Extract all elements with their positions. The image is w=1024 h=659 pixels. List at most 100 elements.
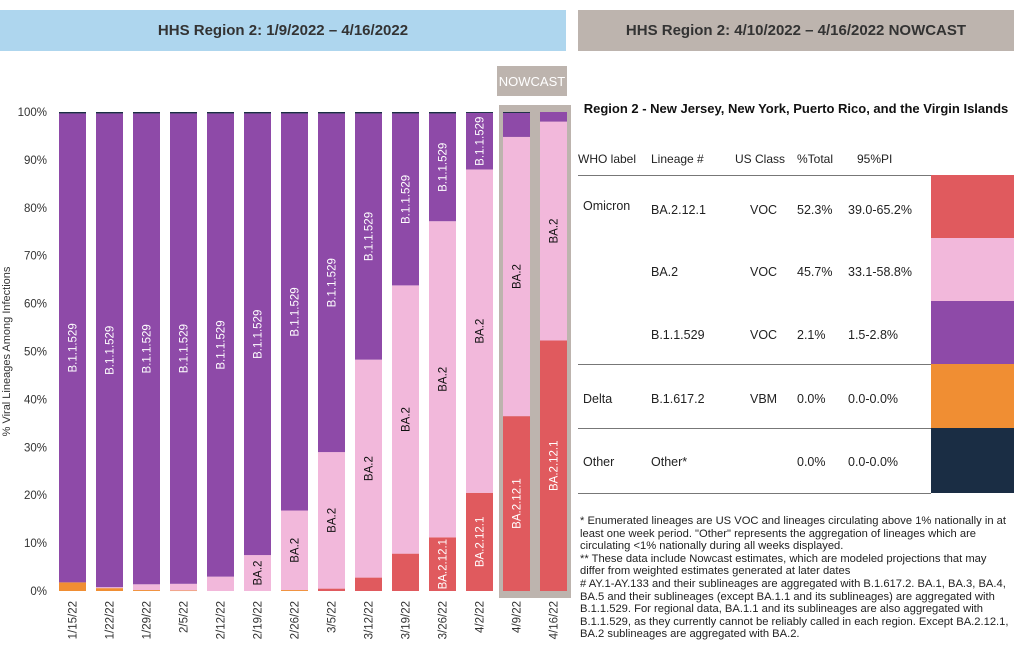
bar-segment-b16172 (59, 582, 86, 591)
x-tick-label: 2/12/22 (216, 601, 228, 639)
col-header-who: WHO label (578, 152, 637, 166)
y-axis-label: % Viral Lineages Among Infections (1, 266, 13, 436)
bar-segment-ba2121 (318, 588, 345, 591)
bar-segment-other (466, 112, 493, 113)
y-tick-label: 90% (24, 155, 47, 167)
x-tick-label: 3/12/22 (364, 601, 376, 639)
total-cell: 52.3% (797, 203, 833, 217)
swatch-b16172 (931, 364, 1014, 428)
x-tick-label: 4/16/22 (549, 601, 561, 639)
pi-cell: 1.5-2.8% (848, 328, 899, 342)
bar-segment-other (503, 112, 530, 113)
bar-segment-ba2 (355, 359, 382, 578)
footnote: ** These data include Nowcast estimates,… (580, 552, 987, 578)
total-cell: 0.0% (797, 392, 826, 406)
lineage-cell: B.1.1.529 (651, 328, 705, 342)
bar-segment-ba2121 (355, 577, 382, 591)
bar-data-label: BA.2 (549, 219, 561, 244)
bar-segment-other (244, 112, 271, 114)
bar-segment-b11529 (503, 112, 530, 137)
col-header-total: %Total (797, 152, 834, 166)
total-cell: 0.0% (797, 455, 826, 469)
footnotes: * Enumerated lineages are US VOC and lin… (580, 515, 1014, 641)
bar-data-label: BA.2 (290, 538, 302, 563)
pi-cell: 39.0-65.2% (848, 203, 912, 217)
bar-data-label: B.1.1.529 (290, 287, 302, 336)
bar-data-label: BA.2 (253, 561, 265, 586)
bar-data-label: B.1.1.529 (401, 175, 413, 224)
y-tick-label: 0% (30, 586, 47, 598)
bar-segment-ba2 (429, 221, 456, 538)
bar-segment-other (59, 112, 86, 114)
bar-segment-b11529 (392, 113, 419, 286)
bar-segment-ba2121 (540, 340, 567, 591)
stacked-bar-chart: 0% 10% 20% 30% 40% 50% 60% 70% 80% 90% 100% % Viral… (1, 105, 571, 639)
bar-data-label: BA.2 (401, 407, 413, 432)
bar-segment-b16172 (133, 590, 160, 591)
bar-segment-b11529 (281, 113, 308, 511)
bar-data-label: BA.2.12.1 (475, 517, 487, 568)
bar-segment-b11529 (318, 113, 345, 453)
x-tick-label: 3/19/22 (401, 601, 413, 639)
x-tick-label: 1/29/22 (142, 601, 154, 639)
table-rule-omicron (578, 364, 931, 365)
class-cell: VOC (750, 203, 778, 217)
bar-segment-ba2 (207, 576, 234, 591)
bar-data-label: B.1.1.529 (142, 324, 154, 373)
lineage-cell: BA.2 (651, 265, 679, 279)
lineage-cell: B.1.617.2 (651, 392, 705, 406)
bar-segment-ba2 (133, 584, 160, 591)
y-tick-label: 20% (24, 490, 47, 502)
bar-segment-b11529 (466, 112, 493, 170)
swatch-ba2121 (931, 175, 1014, 238)
bar-segment-b11529 (244, 113, 271, 556)
footnote: * Enumerated lineages are US VOC and lin… (580, 515, 1006, 553)
col-header-lineage: Lineage # (651, 152, 704, 166)
pi-cell: 0.0-0.0% (848, 455, 899, 469)
y-tick-label: 50% (24, 347, 47, 359)
bar-segment-ba2 (466, 169, 493, 493)
bar-data-label: BA.2 (438, 367, 450, 392)
lineage-cell: Other* (651, 455, 688, 469)
who-label-delta: Delta (583, 392, 613, 406)
pi-cell: 0.0-0.0% (848, 392, 899, 406)
bar-segment-other (392, 112, 419, 114)
who-label-other: Other (583, 455, 615, 469)
total-cell: 2.1% (797, 328, 826, 342)
bar-segment-ba2 (318, 452, 345, 589)
bar-data-label: B.1.1.529 (179, 324, 191, 373)
y-tick-label: 10% (24, 538, 47, 550)
bar-segment-b16172 (96, 588, 123, 591)
table-rule-delta (578, 428, 931, 429)
table-rule-bottom (578, 493, 931, 494)
class-cell: VOC (750, 328, 778, 342)
bar-segment-b11529 (96, 113, 123, 588)
who-label-omicron: Omicron (583, 199, 631, 213)
bar-segment-ba2 (392, 285, 419, 554)
bar-data-label: B.1.1.529 (253, 310, 265, 359)
y-tick-label: 80% (24, 203, 47, 215)
col-header-class: US Class (735, 152, 786, 166)
bar-data-label: B.1.1.529 (105, 326, 117, 375)
bar-segment-ba2121 (429, 537, 456, 591)
x-tick-label: 2/5/22 (179, 601, 191, 633)
x-tick-label: 4/9/22 (512, 601, 524, 633)
bar-data-label: BA.2.12.1 (512, 478, 524, 529)
bar-segment-other (133, 112, 160, 114)
bar-segment-b11529 (133, 113, 160, 585)
y-tick-label: 40% (24, 394, 47, 406)
table-rule-top (578, 175, 931, 176)
bar-data-label: BA.2 (512, 264, 524, 289)
bar-segment-ba2 (281, 510, 308, 591)
bar-segment-ba2121 (466, 492, 493, 591)
bar-segment-b11529 (170, 113, 197, 584)
pi-cell: 33.1-58.8% (848, 265, 912, 279)
class-cell: VOC (750, 265, 778, 279)
bar-segment-ba2 (503, 136, 530, 417)
col-header-pi: 95%PI (857, 152, 893, 166)
y-tick-label: 60% (24, 299, 47, 311)
bar-data-label: B.1.1.529 (327, 258, 339, 307)
bar-data-label: B.1.1.529 (216, 320, 228, 369)
bar-data-label: B.1.1.529 (364, 212, 376, 261)
nowcast-tag: NOWCAST (497, 66, 567, 96)
